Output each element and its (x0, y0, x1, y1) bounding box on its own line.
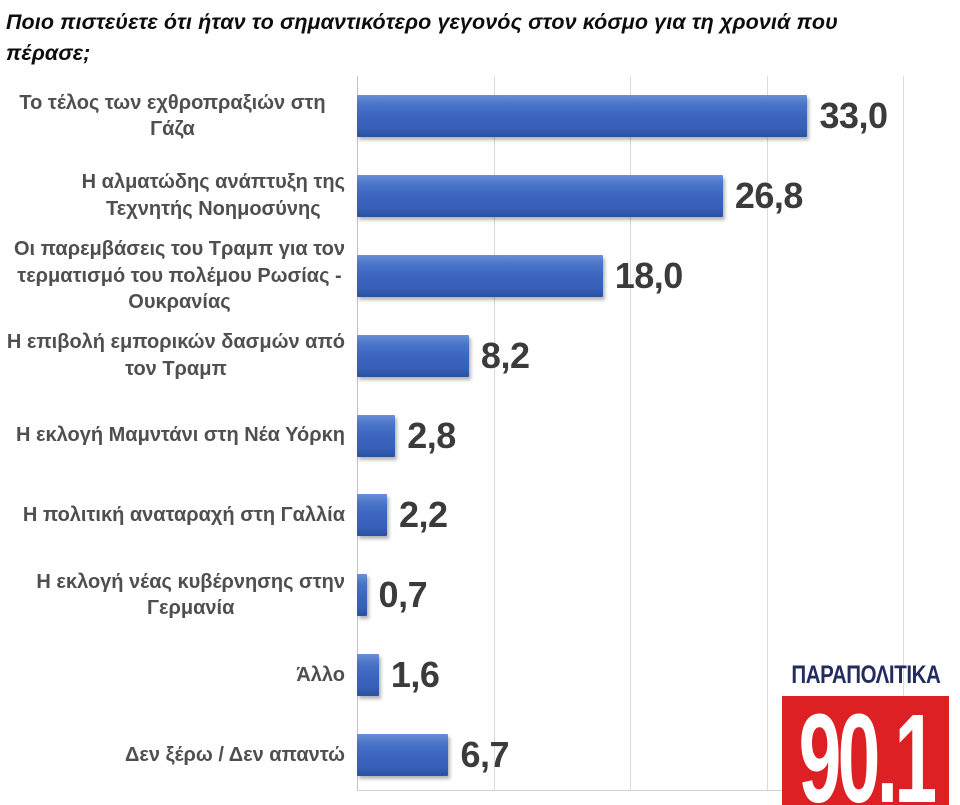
value-label: 18,0 (614, 254, 684, 296)
category-label: Η εκλογή Μαμντάνι στη Νέα Υόρκη (15, 424, 345, 447)
value-label: 2,2 (399, 494, 448, 536)
bar (357, 254, 603, 297)
chart-row: Η πολιτική αναταραχή στη Γαλλία 2,2 (0, 475, 960, 555)
category-label: Η εκλογή νέας κυβέρνησης στην Γερμανία (36, 570, 345, 620)
chart-row: Άλλο 1,6 (0, 635, 960, 715)
horizontal-bar-chart: Το τέλος των εχθροπραξιών στη Γάζα 33,0 … (0, 76, 960, 795)
bar (357, 574, 367, 617)
value-label: 33,0 (819, 94, 888, 136)
gridline-10 (493, 76, 495, 790)
value-label: 1,6 (390, 654, 440, 696)
parapolitika-logo: ΠΑΡΑΠΟΛΙΤΙΚΑ 90.1 (782, 661, 949, 805)
bar (357, 174, 723, 217)
chart-row: Η εκλογή Μαμντάνι στη Νέα Υόρκη 2,8 (0, 396, 960, 476)
station-name: ΠΑΡΑΠΟΛΙΤΙΚΑ (790, 660, 941, 689)
chart-row: Η επιβολή εμπορικών δασμών από τον Τραμπ… (0, 316, 960, 396)
frequency-number: 90.1 (798, 696, 936, 805)
bar (357, 494, 388, 537)
value-label: 6,7 (460, 734, 509, 776)
chart-row: Το τέλος των εχθροπραξιών στη Γάζα 33,0 (0, 76, 960, 156)
chart-row: Η εκλογή νέας κυβέρνησης στην Γερμανία 0… (0, 555, 960, 635)
chart-rows: Το τέλος των εχθροπραξιών στη Γάζα 33,0 … (0, 76, 960, 795)
category-label: Άλλο (296, 663, 345, 686)
category-label: Δεν ξέρω / Δεν απαντώ (125, 743, 345, 766)
chart-row: Η αλματώδης ανάπτυξη της Τεχνητής Νοημοσ… (0, 156, 960, 236)
bar (357, 334, 469, 377)
chart-row: Οι παρεμβάσεις του Τραμπ για τον τερματι… (0, 236, 960, 316)
gridline-40 (903, 76, 904, 790)
bar (357, 414, 396, 457)
bar (357, 654, 379, 697)
category-label: Οι παρεμβάσεις του Τραμπ για τον τερματι… (13, 238, 345, 313)
frequency-badge: 90.1 (782, 696, 949, 805)
bar (357, 94, 808, 137)
value-label: 0,7 (378, 574, 428, 616)
value-label: 26,8 (734, 174, 804, 216)
value-axis-baseline (357, 790, 903, 791)
value-label: 8,2 (480, 334, 530, 376)
category-label: Η επιβολή εμπορικών δασμών από τον Τραμπ (6, 331, 345, 380)
bar (357, 734, 449, 777)
value-label: 2,8 (407, 414, 456, 456)
chart-title: Ποιο πιστεύετε ότι ήταν το σημαντικότερο… (6, 10, 838, 65)
gridline-20 (630, 76, 631, 790)
category-label: Η πολιτική αναταραχή στη Γαλλία (22, 504, 345, 527)
category-label: Το τέλος των εχθροπραξιών στη Γάζα (19, 91, 326, 140)
chart-row: Δεν ξέρω / Δεν απαντώ 6,7 (0, 715, 960, 795)
category-label: Η αλματώδης ανάπτυξη της Τεχνητής Νοημοσ… (81, 171, 345, 220)
gridline-30 (766, 76, 768, 790)
